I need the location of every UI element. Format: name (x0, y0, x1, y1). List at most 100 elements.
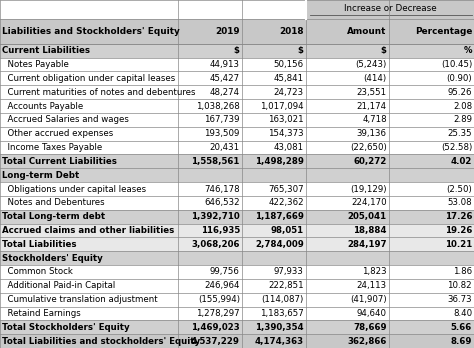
Text: 4.02: 4.02 (451, 157, 472, 166)
Text: 1,187,669: 1,187,669 (255, 212, 304, 221)
Text: 48,274: 48,274 (210, 88, 240, 97)
Text: Accounts Payable: Accounts Payable (2, 102, 83, 111)
Text: 167,739: 167,739 (204, 116, 240, 124)
Text: 19.26: 19.26 (445, 226, 472, 235)
Text: 21,174: 21,174 (356, 102, 387, 111)
Text: 422,362: 422,362 (268, 198, 304, 207)
Text: 1,823: 1,823 (362, 268, 387, 276)
Bar (0, 334, 474, 348)
Text: 765,307: 765,307 (268, 184, 304, 193)
Text: 95.26: 95.26 (447, 88, 472, 97)
Text: Percentage: Percentage (415, 27, 472, 36)
Text: 205,041: 205,041 (347, 212, 387, 221)
Text: Current obligation under capital leases: Current obligation under capital leases (2, 74, 175, 83)
Text: 4,718: 4,718 (362, 116, 387, 124)
Text: 224,170: 224,170 (351, 198, 387, 207)
Text: 4,537,229: 4,537,229 (191, 337, 240, 346)
Text: Retaind Earnings: Retaind Earnings (2, 309, 81, 318)
Text: $: $ (381, 46, 387, 55)
Text: Notes Payable: Notes Payable (2, 60, 69, 69)
Text: 1,038,268: 1,038,268 (196, 102, 240, 111)
Text: Amount: Amount (347, 27, 387, 36)
Text: 10.21: 10.21 (445, 240, 472, 249)
Text: 1,469,023: 1,469,023 (191, 323, 240, 332)
Text: $: $ (234, 46, 240, 55)
Text: Current maturities of notes and debentures: Current maturities of notes and debentur… (2, 88, 195, 97)
Text: 2.89: 2.89 (453, 116, 472, 124)
Bar (0, 196, 474, 210)
Bar (0, 293, 474, 307)
Text: 8.69: 8.69 (451, 337, 472, 346)
Text: Stockholders' Equity: Stockholders' Equity (2, 254, 103, 263)
Bar (0, 210, 474, 223)
Bar (0, 58, 474, 71)
Bar (0, 182, 474, 196)
Text: %: % (464, 46, 472, 55)
Text: Accrued claims and other liabilities: Accrued claims and other liabilities (2, 226, 174, 235)
Text: 646,532: 646,532 (204, 198, 240, 207)
Text: 20,431: 20,431 (210, 143, 240, 152)
Text: 246,964: 246,964 (204, 281, 240, 290)
Text: 98,051: 98,051 (271, 226, 304, 235)
Text: Notes and Debentures: Notes and Debentures (2, 198, 105, 207)
Text: Total Current Liabilities: Total Current Liabilities (2, 157, 117, 166)
Text: 1,498,289: 1,498,289 (255, 157, 304, 166)
Text: Liabilities and Stockholders' Equity: Liabilities and Stockholders' Equity (2, 27, 180, 36)
Text: Total Stockholders' Equity: Total Stockholders' Equity (2, 323, 129, 332)
Text: 1,558,561: 1,558,561 (191, 157, 240, 166)
Text: 746,178: 746,178 (204, 184, 240, 193)
Text: (2.50): (2.50) (447, 184, 472, 193)
Text: 2019: 2019 (215, 27, 240, 36)
Bar (0, 113, 474, 127)
Text: 4,174,363: 4,174,363 (255, 337, 304, 346)
Text: (10.45): (10.45) (441, 60, 472, 69)
Text: 8.40: 8.40 (453, 309, 472, 318)
Text: 43,081: 43,081 (273, 143, 304, 152)
Text: 78,669: 78,669 (353, 323, 387, 332)
Text: 45,841: 45,841 (273, 74, 304, 83)
Text: Increase or Decrease: Increase or Decrease (344, 4, 436, 13)
Text: 97,933: 97,933 (274, 268, 304, 276)
Text: (19,129): (19,129) (350, 184, 387, 193)
Text: $: $ (298, 46, 304, 55)
Bar (0, 168, 474, 182)
Text: 284,197: 284,197 (347, 240, 387, 249)
Bar (0, 237, 474, 251)
Text: (114,087): (114,087) (262, 295, 304, 304)
Bar (0, 18, 474, 44)
Text: (52.58): (52.58) (441, 143, 472, 152)
Text: 1,183,657: 1,183,657 (260, 309, 304, 318)
Bar (0, 0, 306, 18)
Bar (0, 85, 474, 99)
Text: Accrued Salaries and wages: Accrued Salaries and wages (2, 116, 129, 124)
Text: 99,756: 99,756 (210, 268, 240, 276)
Text: 50,156: 50,156 (273, 60, 304, 69)
Text: 3,068,206: 3,068,206 (191, 240, 240, 249)
Text: Total Long-term debt: Total Long-term debt (2, 212, 105, 221)
Text: 163,021: 163,021 (268, 116, 304, 124)
Text: 23,551: 23,551 (356, 88, 387, 97)
Bar (0, 265, 474, 279)
Bar (0, 155, 474, 168)
Text: 24,113: 24,113 (356, 281, 387, 290)
Bar (0, 307, 474, 321)
Text: 45,427: 45,427 (210, 74, 240, 83)
Bar (0, 223, 474, 237)
Text: Long-term Debt: Long-term Debt (2, 171, 79, 180)
Text: 154,373: 154,373 (268, 129, 304, 138)
Text: 44,913: 44,913 (210, 60, 240, 69)
Text: Current Liabilities: Current Liabilities (2, 46, 90, 55)
Text: 24,723: 24,723 (273, 88, 304, 97)
Bar (0, 44, 474, 58)
Text: (155,994): (155,994) (198, 295, 240, 304)
Text: Additional Paid-in Capital: Additional Paid-in Capital (2, 281, 115, 290)
Text: (5,243): (5,243) (356, 60, 387, 69)
Text: Other accrued expenses: Other accrued expenses (2, 129, 113, 138)
Text: Cumulative translation adjustment: Cumulative translation adjustment (2, 295, 157, 304)
Text: 36.73: 36.73 (447, 295, 472, 304)
Text: 2018: 2018 (279, 27, 304, 36)
Text: 1,392,710: 1,392,710 (191, 212, 240, 221)
Text: 1,278,297: 1,278,297 (196, 309, 240, 318)
Text: 1.86: 1.86 (453, 268, 472, 276)
Text: (0.90): (0.90) (447, 74, 472, 83)
